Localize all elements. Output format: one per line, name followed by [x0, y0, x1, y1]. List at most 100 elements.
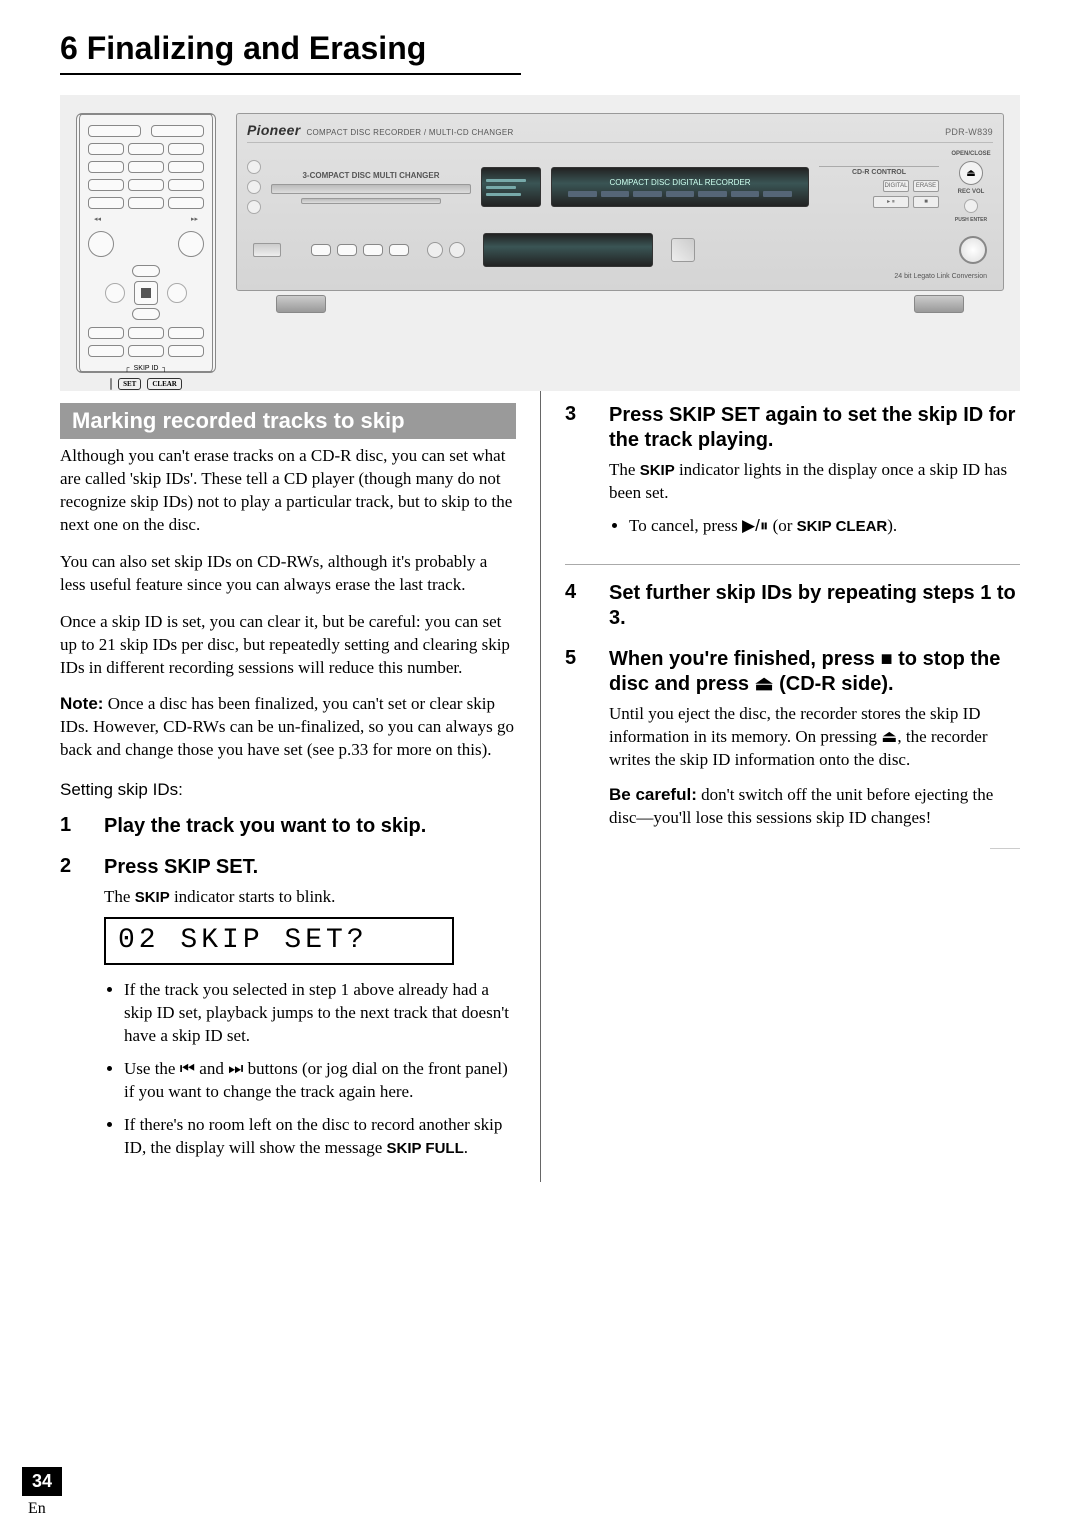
step-title: Press SKIP SET again to set the skip ID …	[609, 403, 1020, 453]
step-number: 1	[60, 814, 84, 845]
remote-button	[168, 179, 204, 191]
remote-left	[105, 283, 125, 303]
bullet: Use the ⏮ and ⏭ buttons (or jog dial on …	[124, 1058, 516, 1104]
ctrl-dial	[449, 242, 465, 258]
stop-button: ■	[913, 196, 939, 208]
disc-led	[247, 180, 261, 194]
ctrl-button	[337, 244, 357, 256]
remote-down	[132, 308, 160, 320]
player-header-text: COMPACT DISC RECORDER / MULTI-CD CHANGER	[306, 128, 513, 137]
warning-text: Be careful: don't switch off the unit be…	[609, 784, 1020, 830]
rec-vol-knob	[964, 199, 978, 213]
skipid-label: SKIP ID	[134, 365, 159, 372]
step-3: 3 Press SKIP SET again to set the skip I…	[565, 403, 1020, 550]
page-number: 34	[22, 1467, 62, 1496]
paragraph: Although you can't erase tracks on a CD-…	[60, 445, 516, 537]
step-number: 4	[565, 581, 589, 637]
ctrl-button	[311, 244, 331, 256]
next-track-icon: ⏭	[228, 1059, 243, 1078]
step-number: 5	[565, 647, 589, 853]
step-text: The SKIP indicator starts to blink.	[104, 886, 516, 909]
player-foot	[914, 295, 964, 313]
step-5: 5 When you're finished, press ■ to stop …	[565, 647, 1020, 853]
hero-illustration: ◂◂ ▸▸ ┌SKIP ID┐ SET	[60, 95, 1020, 391]
paragraph: Once a skip ID is set, you can clear it,…	[60, 611, 516, 680]
lcd-display: 02 SKIP SET?	[104, 917, 454, 965]
remote-button	[128, 179, 164, 191]
lcd-text: 02 SKIP SET?	[118, 925, 368, 956]
ctrl-button	[363, 244, 383, 256]
erase-button: ERASE	[913, 180, 939, 192]
disc-led	[247, 200, 261, 214]
bullet: If there's no room left on the disc to r…	[124, 1114, 516, 1160]
bullet: If the track you selected in step 1 abov…	[124, 979, 516, 1048]
remote-button	[168, 327, 204, 339]
remote-control: ◂◂ ▸▸ ┌SKIP ID┐ SET	[76, 113, 216, 373]
player-foot	[276, 295, 326, 313]
remote-button	[168, 197, 204, 209]
remote-button	[168, 161, 204, 173]
recorder-display: COMPACT DISC DIGITAL RECORDER	[551, 167, 809, 207]
brand-logo: Pioneer	[247, 122, 300, 138]
chapter-title: 6 Finalizing and Erasing	[60, 30, 426, 66]
legato-label: 24 bit Legato Link Conversion	[247, 273, 993, 280]
note-text: Once a disc has been finalized, you can'…	[60, 694, 514, 759]
remote-button	[88, 125, 141, 137]
player-unit: Pioneer COMPACT DISC RECORDER / MULTI-CD…	[236, 113, 1004, 373]
remote-button	[168, 143, 204, 155]
tray-slot	[301, 198, 441, 204]
language-code: En	[28, 1500, 46, 1518]
remote-up	[132, 265, 160, 277]
changer-display	[481, 167, 541, 207]
remote-blank	[110, 378, 112, 390]
cd-logo	[671, 238, 695, 262]
step-title: When you're finished, press ■ to stop th…	[609, 647, 1020, 697]
cdr-control-label: CD-R CONTROL	[819, 166, 939, 176]
remote-button	[151, 125, 204, 137]
eject-button: ⏏	[959, 161, 983, 185]
play-pause-icon: ▶/⏸	[742, 516, 768, 535]
remote-button	[128, 161, 164, 173]
remote-next-button	[178, 231, 204, 257]
subheading: Setting skip IDs:	[60, 780, 516, 800]
remote-button	[128, 197, 164, 209]
open-close-label: OPEN/CLOSE	[951, 151, 990, 157]
remote-button	[88, 179, 124, 191]
stop-icon: ■	[880, 648, 892, 670]
prev-label: ◂◂	[94, 215, 101, 223]
divider	[565, 564, 1020, 565]
step-2: 2 Press SKIP SET. The SKIP indicator sta…	[60, 855, 516, 1172]
remote-right	[167, 283, 187, 303]
remote-button	[88, 143, 124, 155]
tray-label: 3-COMPACT DISC MULTI CHANGER	[302, 171, 439, 180]
digital-button: DIGITAL	[883, 180, 909, 192]
play-pause-button: ▸ ⏸	[873, 196, 909, 208]
display2-text: COMPACT DISC DIGITAL RECORDER	[609, 178, 750, 187]
remote-button	[128, 345, 164, 357]
right-column: 3 Press SKIP SET again to set the skip I…	[540, 391, 1020, 1182]
ctrl-button	[389, 244, 409, 256]
tray-slot	[271, 184, 471, 194]
step-title: Play the track you want to to skip.	[104, 814, 516, 839]
power-button	[253, 243, 281, 257]
remote-button	[88, 327, 124, 339]
step-4: 4 Set further skip IDs by repeating step…	[565, 581, 1020, 637]
step-1: 1 Play the track you want to to skip.	[60, 814, 516, 845]
remote-button	[88, 345, 124, 357]
note-paragraph: Note: Once a disc has been finalized, yo…	[60, 693, 516, 762]
step-title: Press SKIP SET.	[104, 855, 516, 880]
skip-set-button: SET	[118, 378, 141, 390]
note-label: Note:	[60, 694, 103, 713]
section-banner: Marking recorded tracks to skip	[60, 403, 516, 439]
chapter-header: 6 Finalizing and Erasing	[60, 30, 521, 75]
left-column: Marking recorded tracks to skip Although…	[60, 391, 540, 1182]
remote-button	[128, 143, 164, 155]
remote-button	[88, 161, 124, 173]
paragraph: You can also set skip IDs on CD-RWs, alt…	[60, 551, 516, 597]
remote-button	[88, 197, 124, 209]
bullet: To cancel, press ▶/⏸ (or SKIP CLEAR).	[629, 515, 1020, 538]
eject-icon: ⏏	[881, 727, 897, 746]
step-number: 2	[60, 855, 84, 1172]
end-mark	[990, 848, 1020, 849]
rec-vol-label: REC VOL	[958, 189, 985, 195]
